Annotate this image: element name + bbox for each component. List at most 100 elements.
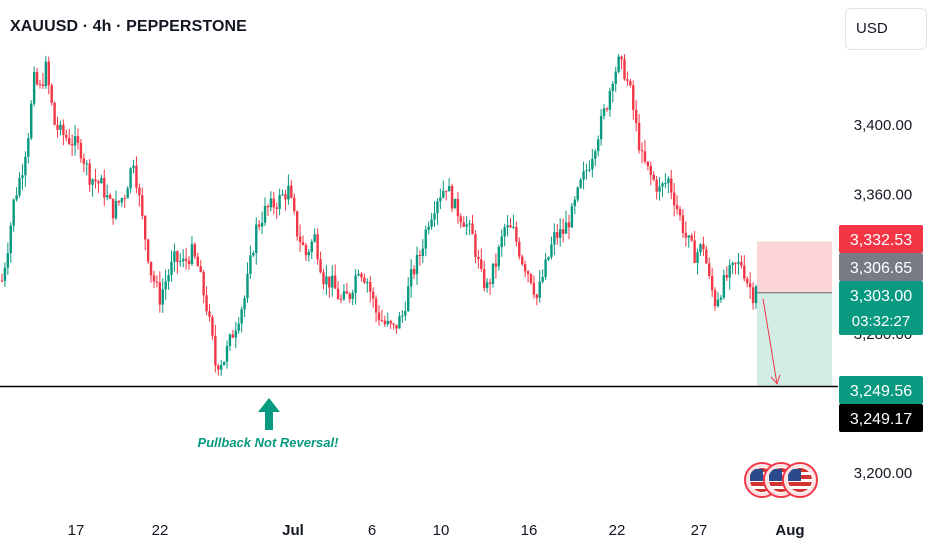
candle	[483, 260, 486, 292]
candle	[456, 191, 460, 224]
candle	[278, 188, 281, 216]
candle	[222, 361, 226, 366]
price-tick-label: 3,360.00	[854, 187, 912, 204]
candle	[734, 262, 737, 275]
us-flag-icon[interactable]	[782, 462, 818, 498]
candle	[12, 198, 15, 232]
candle	[9, 222, 12, 263]
position-zones	[757, 241, 832, 386]
candle	[725, 266, 728, 281]
candle	[44, 55, 48, 89]
price-badges: 3,332.53 3,306.65 3,303.00 03:32:27 3,249.56…	[839, 225, 923, 432]
candle	[68, 128, 71, 146]
candle	[345, 282, 349, 294]
support-price-label: 3,249.17	[850, 411, 912, 428]
time-tick-label: 22	[152, 522, 169, 539]
candle	[331, 265, 334, 297]
candle	[672, 183, 676, 217]
candle	[547, 256, 550, 262]
candle	[579, 178, 582, 189]
candle	[523, 260, 527, 278]
candle	[719, 294, 723, 303]
candle	[266, 204, 270, 216]
candle	[491, 263, 495, 288]
candle	[3, 262, 7, 287]
candle	[307, 249, 311, 262]
candle	[649, 161, 652, 186]
candle	[439, 188, 442, 210]
economic-events[interactable]	[744, 462, 818, 500]
candle	[149, 261, 153, 283]
candle	[91, 178, 94, 197]
candle	[538, 270, 541, 303]
annotation-text: Pullback Not Reversal!	[198, 435, 340, 450]
candle	[754, 284, 758, 309]
candle	[582, 161, 585, 190]
candle	[269, 191, 273, 212]
candle	[246, 262, 249, 303]
candle	[541, 269, 544, 284]
candle	[459, 213, 463, 229]
candle	[18, 172, 21, 198]
time-axis[interactable]: 17 22 Jul 6 10 16 22 27 Aug	[68, 522, 805, 539]
candle	[41, 73, 45, 89]
candle	[544, 253, 547, 281]
candle	[141, 187, 144, 220]
candle	[713, 287, 717, 311]
arrow-head-icon	[770, 374, 781, 385]
candle	[424, 225, 427, 257]
current-price-badge: 3,306.65	[839, 253, 923, 281]
entry-price-badge: 3,303.00 03:32:27	[839, 281, 923, 335]
candle	[100, 174, 103, 184]
target-price-badge: 3,249.56	[839, 376, 923, 404]
candle	[696, 248, 699, 275]
candle	[477, 249, 480, 269]
candle	[295, 210, 299, 241]
candle	[181, 249, 185, 268]
candle	[667, 176, 670, 194]
currency-button[interactable]: USD	[845, 8, 927, 50]
candle	[108, 193, 112, 200]
candle	[436, 198, 439, 225]
candle	[170, 250, 173, 282]
candle	[599, 109, 603, 146]
candle	[573, 196, 577, 215]
candle	[427, 221, 430, 235]
candle	[409, 259, 413, 298]
candle	[442, 180, 445, 199]
candle	[529, 273, 533, 285]
target-price-label: 3,249.56	[850, 383, 912, 400]
candle	[79, 138, 83, 163]
candle	[634, 100, 638, 132]
candle	[228, 333, 232, 351]
candle	[76, 128, 80, 150]
candle	[129, 167, 132, 194]
candle	[746, 276, 749, 288]
candle	[389, 319, 392, 330]
candle	[360, 272, 363, 282]
candle	[313, 228, 316, 243]
candle	[225, 340, 229, 369]
candle	[56, 116, 59, 138]
candle	[398, 312, 401, 329]
candle	[576, 186, 579, 203]
candle	[708, 257, 711, 279]
candle	[348, 292, 351, 303]
candle	[339, 294, 343, 303]
candle	[550, 236, 553, 260]
candle	[646, 161, 650, 171]
candle	[50, 83, 53, 106]
candle	[731, 261, 734, 274]
candle	[371, 287, 375, 308]
candle	[333, 264, 337, 289]
candle	[617, 53, 620, 74]
candle	[272, 191, 275, 215]
candle	[494, 253, 498, 279]
candle	[748, 272, 752, 300]
candle	[290, 180, 293, 199]
candle	[281, 189, 284, 197]
candle	[6, 242, 10, 275]
candle	[234, 321, 237, 348]
candle	[670, 169, 673, 200]
